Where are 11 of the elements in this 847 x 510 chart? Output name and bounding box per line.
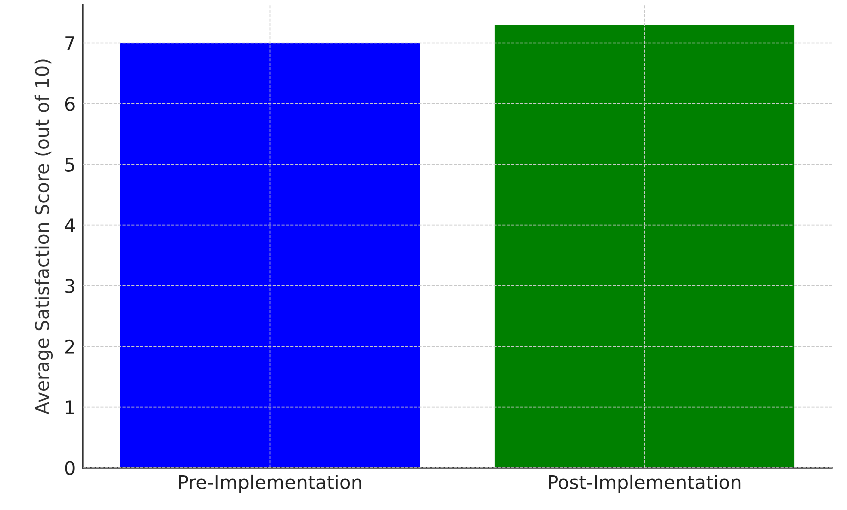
y-tick-label: 4	[65, 218, 76, 232]
y-tick-label: 2	[66, 340, 74, 354]
y-axis-title: Average Satisfaction Score (out of 10)	[34, 60, 54, 415]
y-tick-label: 0	[65, 461, 75, 476]
y-tick-label: 1	[66, 400, 74, 414]
y-tick-label: 3	[66, 279, 75, 294]
y-tick-label: 6	[65, 97, 75, 112]
y-tick-label: 7	[66, 36, 74, 50]
y-tick-label: 5	[66, 158, 74, 172]
x-tick-label: Pre-Implementation	[179, 474, 362, 494]
x-tick-label: Post-Implementation	[549, 474, 741, 494]
